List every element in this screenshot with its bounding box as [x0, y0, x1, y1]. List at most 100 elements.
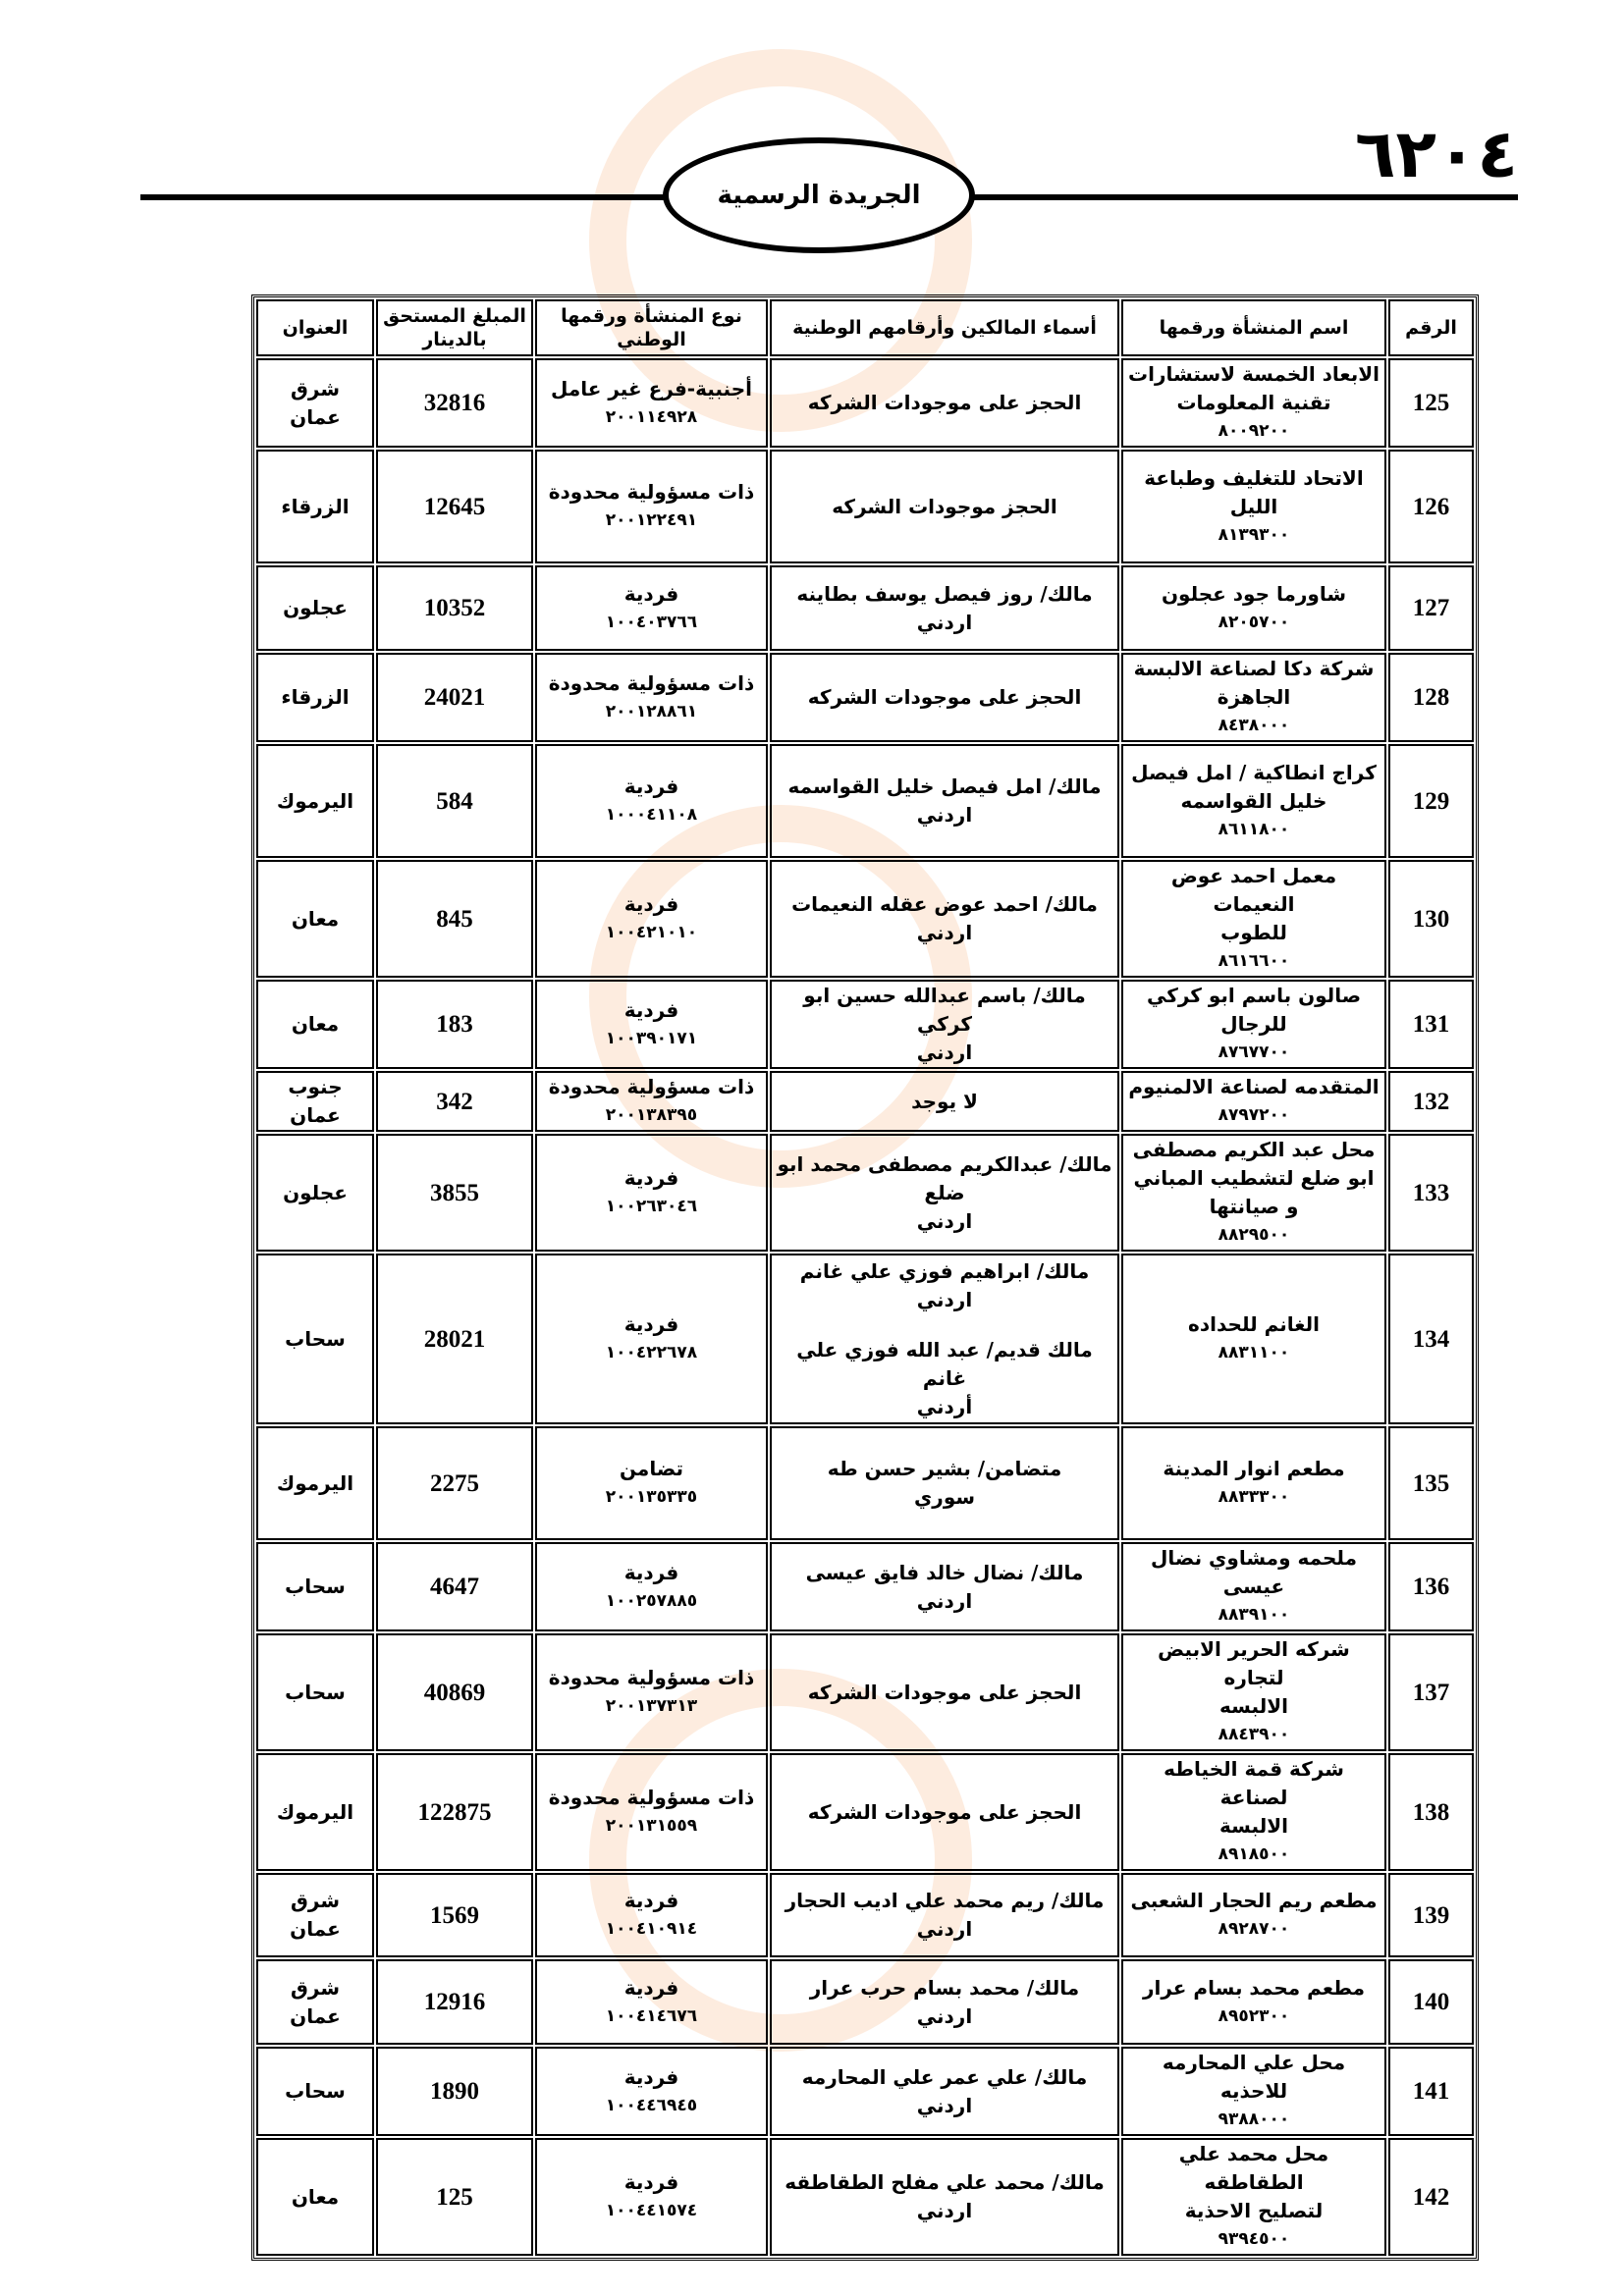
- establishment-type: فردية: [623, 774, 679, 798]
- establishment-id: ٨٩١٨٥٠٠: [1218, 1844, 1290, 1864]
- cell-amount: 10352: [376, 565, 533, 651]
- establishment-name: محل محمد علي الطقاطقه: [1178, 2142, 1329, 2194]
- cell-address: سحاب: [256, 1254, 374, 1424]
- row-number: 133: [1412, 1179, 1450, 1206]
- row-number: 134: [1412, 1325, 1450, 1353]
- cell-number: 142: [1388, 2138, 1474, 2256]
- owner-name: الحجز على موجودات الشركه: [807, 1799, 1082, 1824]
- table-row: 140 مطعم محمد بسام عرار ٨٩٥٢٣٠٠ مالك/ محمد …: [256, 1959, 1474, 2045]
- establishment-name: ابو ضلع لتشطيب المباني: [1133, 1166, 1375, 1190]
- cell-address: شرق عمان: [256, 1873, 374, 1957]
- row-number: 131: [1412, 1011, 1450, 1038]
- type-national-id: ١٠٠٤٠٣٧٦٦: [605, 612, 698, 632]
- table-row: 128 شركة دكا لصناعة الالبسة الجاهزة ٨٤٣٨٠٠٠…: [256, 653, 1474, 742]
- establishment-id: ٨٢٠٥٧٠٠: [1218, 612, 1290, 632]
- cell-amount: 125: [376, 2138, 533, 2256]
- owner-nationality: اردني: [916, 2093, 973, 2117]
- cell-amount: 12645: [376, 450, 533, 563]
- table-row: 136 ملحمه ومشاوي نضال عيسى ٨٨٣٩١٠٠ مالك/ نض…: [256, 1542, 1474, 1631]
- row-number: 138: [1412, 1798, 1450, 1826]
- owner-name: الحجز على موجودات الشركه: [807, 1680, 1082, 1704]
- cell-address: معان: [256, 2138, 374, 2256]
- type-national-id: ٢٠٠١٢٨٨٦١: [605, 701, 698, 721]
- owner-name: مالك/ ابراهيم فوزي علي غانم: [799, 1258, 1090, 1283]
- row-number: 126: [1412, 493, 1450, 520]
- table-row: 126 الاتحاد للتغليف وطباعة الليل ٨١٣٩٣٠٠ ال…: [256, 450, 1474, 563]
- establishment-type: فردية: [623, 1166, 679, 1190]
- cell-address: سحاب: [256, 1633, 374, 1751]
- cell-address: معان: [256, 860, 374, 978]
- establishment-name: خليل القواسمه: [1180, 788, 1327, 813]
- cell-amount: 4647: [376, 1542, 533, 1631]
- cell-owners: الحجز موجودات الشركه: [770, 450, 1119, 563]
- cell-address: شرق عمان: [256, 358, 374, 448]
- table-row: 142 محل محمد علي الطقاطقه لتصليح الاحذية ٩٣…: [256, 2138, 1474, 2256]
- establishment-id: ٨٩٢٨٧٠٠: [1218, 1919, 1290, 1939]
- amount-due: 28021: [423, 1325, 486, 1353]
- establishment-type: ذات مسؤولية محدودة: [548, 1786, 755, 1809]
- cell-establishment: شاورما جود عجلون ٨٢٠٥٧٠٠: [1121, 565, 1386, 651]
- col-amount: المبلغ المستحق بالدينار: [376, 299, 533, 356]
- cell-establishment: مطعم انوار المدينة ٨٨٣٣٣٠٠: [1121, 1426, 1386, 1540]
- cell-number: 130: [1388, 860, 1474, 978]
- address: معان: [291, 906, 340, 931]
- amount-due: 4647: [430, 1574, 479, 1600]
- cell-type: فردية ١٠٠٤١٠٩١٤: [535, 1873, 768, 1957]
- amount-due: 1890: [430, 2078, 479, 2105]
- address: معان: [291, 1012, 340, 1036]
- row-number: 136: [1412, 1574, 1450, 1600]
- address: الزرقاء: [281, 685, 350, 709]
- establishment-name: شاورما جود عجلون: [1161, 581, 1346, 606]
- address: عمان: [290, 404, 341, 429]
- amount-due: 342: [436, 1088, 473, 1115]
- cell-address: معان: [256, 980, 374, 1069]
- address: شرق: [291, 376, 340, 400]
- spacer: [776, 1314, 1113, 1336]
- establishment-type: فردية: [623, 1975, 679, 2000]
- row-number: 127: [1412, 595, 1450, 621]
- establishment-type: فردية: [623, 2170, 679, 2194]
- row-number: 141: [1412, 2078, 1450, 2105]
- table-row: 129 كراج انطاكية / امل فيصل خليل القواسمه ٨…: [256, 744, 1474, 858]
- cell-establishment: معمل احمد عوض النعيمات للطوب ٨٦١٦٦٠٠: [1121, 860, 1386, 978]
- address: عجلون: [283, 1180, 348, 1204]
- col-type: نوع المنشأة ورقمها الوطني: [535, 299, 768, 356]
- cell-type: ذات مسؤولية محدودة ٢٠٠١٣٧٣١٣: [535, 1633, 768, 1751]
- amount-due: 24021: [423, 684, 486, 711]
- amount-due: 183: [436, 1011, 473, 1038]
- cell-type: فردية ١٠٠٢٦٣٠٤٦: [535, 1134, 768, 1252]
- establishment-id: ٨٨٣٣٣٠٠: [1218, 1487, 1290, 1507]
- col-owners: أسماء المالكين وأرقامهم الوطنية: [770, 299, 1119, 356]
- cell-number: 127: [1388, 565, 1474, 651]
- owner-name: مالك/ محمد بسام حرب عرار: [809, 1975, 1080, 2000]
- col-number: الرقم: [1388, 299, 1474, 356]
- type-national-id: ١٠٠٣٩٠١٧١: [605, 1028, 698, 1048]
- cell-number: 132: [1388, 1071, 1474, 1132]
- cell-type: فردية ١٠٠٤٤١٥٧٤: [535, 2138, 768, 2256]
- table-row: 130 معمل احمد عوض النعيمات للطوب ٨٦١٦٦٠٠ مال…: [256, 860, 1474, 978]
- cell-address: سحاب: [256, 2047, 374, 2136]
- owner-nationality: اردني: [916, 803, 973, 827]
- owner-name: متضامن/ بشير حسن طه: [827, 1457, 1062, 1480]
- cell-establishment: شركة قمة الخياطه لصناعة الالبسة ٨٩١٨٥٠٠: [1121, 1753, 1386, 1871]
- table-row: 127 شاورما جود عجلون ٨٢٠٥٧٠٠ مالك/ روز فيصل…: [256, 565, 1474, 651]
- cell-number: 137: [1388, 1633, 1474, 1751]
- establishment-name: مطعم ريم الحجار الشعبى: [1130, 1889, 1378, 1912]
- cell-type: فردية ١٠٠٢٥٧٨٨٥: [535, 1542, 768, 1631]
- cell-number: 139: [1388, 1873, 1474, 1957]
- address: سحاب: [285, 1680, 346, 1704]
- cell-establishment: مطعم ريم الحجار الشعبى ٨٩٢٨٧٠٠: [1121, 1873, 1386, 1957]
- cell-establishment: المتقدمه لصناعة الالمنيوم ٨٧٩٧٢٠٠: [1121, 1071, 1386, 1132]
- type-national-id: ٢٠٠١٢٢٤٩١: [605, 510, 698, 530]
- amount-due: 845: [436, 905, 473, 933]
- table-row: 134 الغانم للحداده ٨٨٣١١٠٠ مالك/ ابراهيم فو…: [256, 1254, 1474, 1424]
- cell-amount: 2275: [376, 1426, 533, 1540]
- establishment-name: الالبسة: [1219, 1814, 1288, 1838]
- cell-amount: 40869: [376, 1633, 533, 1751]
- cell-address: الزرقاء: [256, 653, 374, 742]
- establishment-id: ٨٦١٦٦٠٠: [1218, 951, 1290, 971]
- owner-name: مالك/ نضال خالد فايق عيسى: [805, 1560, 1084, 1584]
- cell-establishment: محل علي المحارمه للاحذيه ٩٣٨٨٠٠٠: [1121, 2047, 1386, 2136]
- type-national-id: ٢٠٠١٣٨٣٩٥: [605, 1105, 698, 1125]
- cell-type: فردية ١٠٠٤٢٢٦٧٨: [535, 1254, 768, 1424]
